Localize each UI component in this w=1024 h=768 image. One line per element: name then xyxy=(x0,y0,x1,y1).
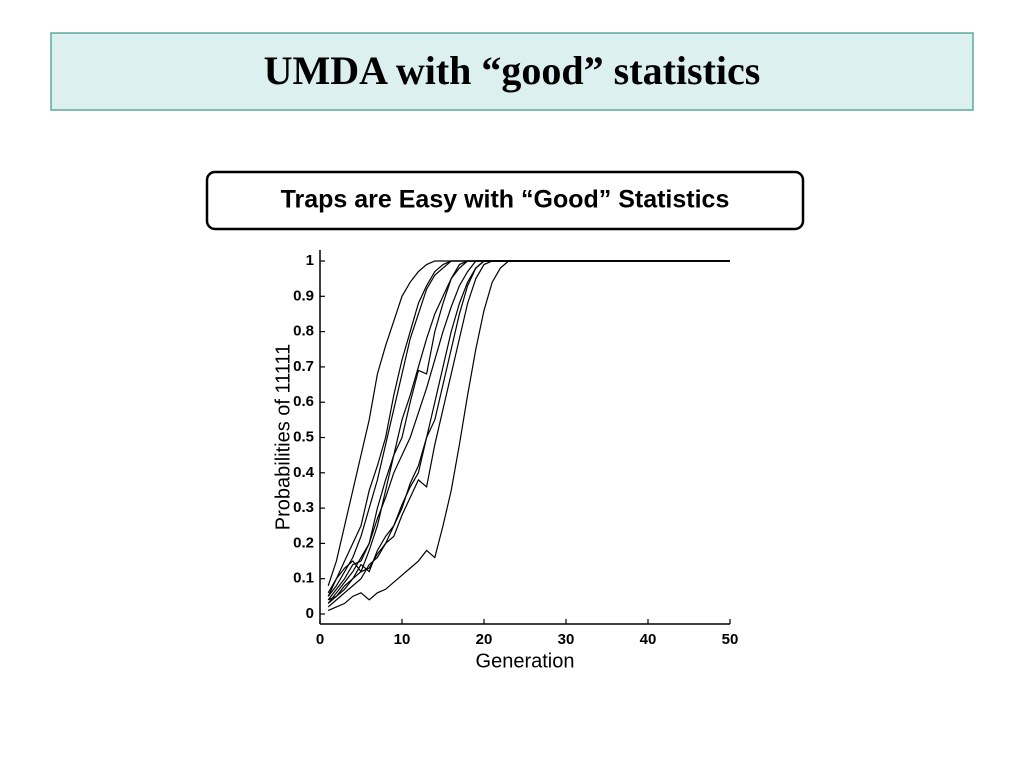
y-tick-label: 0.2 xyxy=(293,534,314,551)
y-tick-label: 0.9 xyxy=(293,287,314,304)
y-tick-label: 0.6 xyxy=(293,393,314,410)
y-tick-label: 0.3 xyxy=(293,499,314,516)
series-line xyxy=(327,260,730,612)
x-axis-label: Generation xyxy=(476,650,575,672)
x-tick-label: 40 xyxy=(640,631,657,648)
x-tick-label: 30 xyxy=(558,631,575,648)
y-tick-label: 0 xyxy=(306,605,314,622)
series-line xyxy=(327,260,730,594)
y-tick-label: 0.4 xyxy=(293,464,315,481)
title-box xyxy=(50,32,974,111)
series-line xyxy=(327,260,730,597)
y-tick-label: 0.5 xyxy=(293,428,314,445)
y-tick-label: 0.7 xyxy=(293,358,314,375)
chart-title-box xyxy=(205,170,805,231)
y-axis-label: Probabilities of 11111 xyxy=(272,344,294,530)
y-tick-label: 1 xyxy=(306,252,314,269)
x-tick-label: 20 xyxy=(476,631,493,648)
y-tick-label: 0.1 xyxy=(293,570,314,587)
slide-title: UMDA with “good” statistics xyxy=(264,48,761,93)
chart-title: Traps are Easy with “Good” Statistics xyxy=(281,186,730,214)
y-tick-label: 0.8 xyxy=(293,323,314,340)
x-tick-label: 10 xyxy=(394,631,411,648)
x-tick-label: 50 xyxy=(722,631,739,648)
x-tick-label: 0 xyxy=(316,631,324,648)
series-line xyxy=(327,260,730,597)
